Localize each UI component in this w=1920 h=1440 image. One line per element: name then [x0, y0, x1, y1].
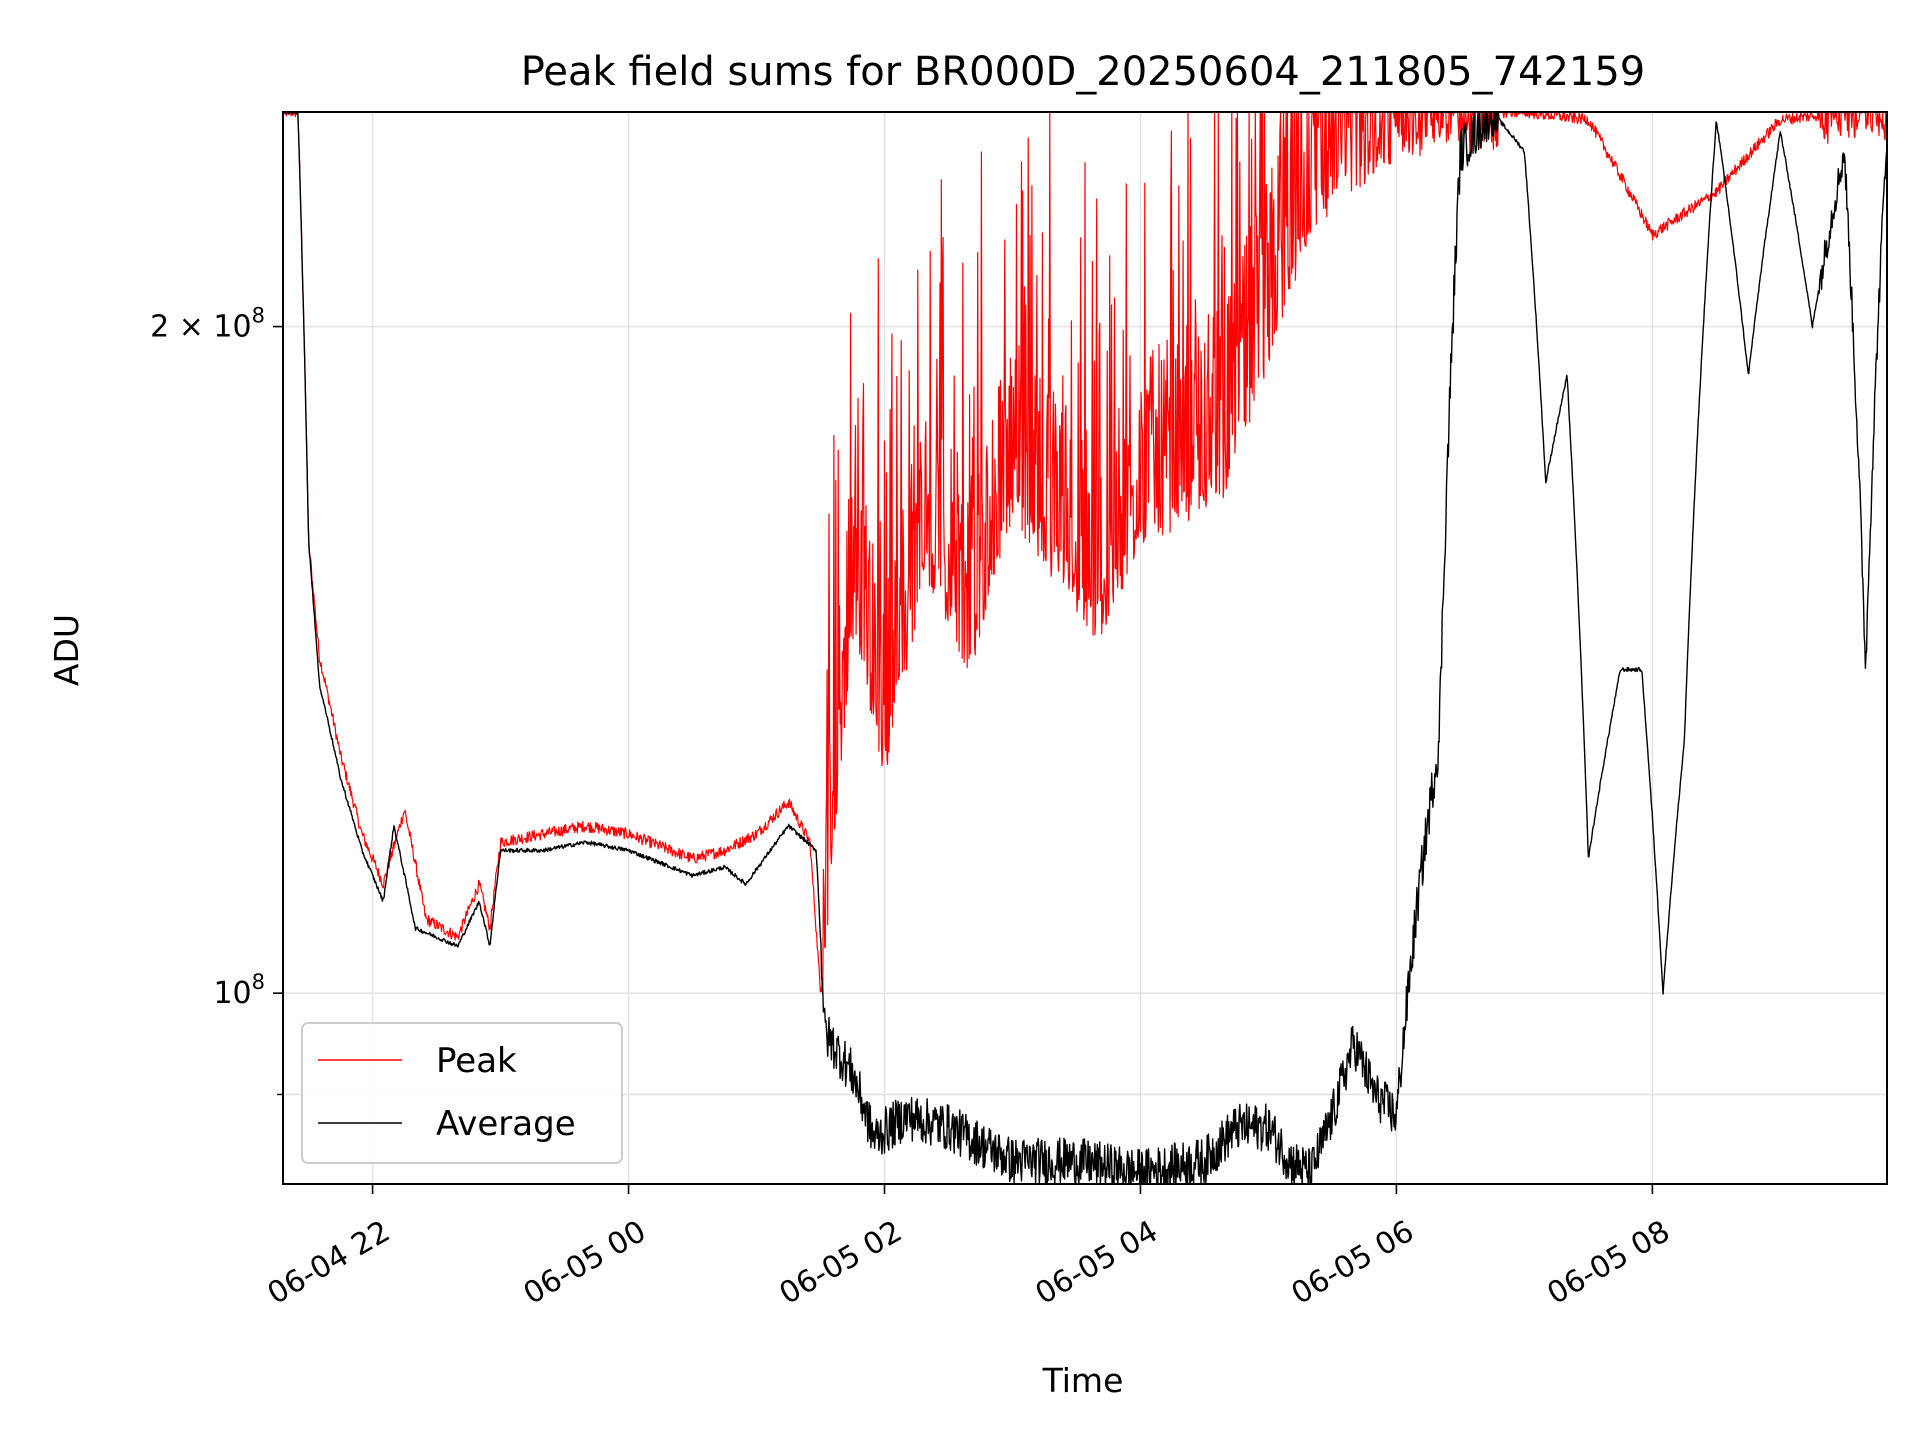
series-line-average: [283, 112, 1887, 1184]
y-tick-label: 2 × 108: [150, 304, 265, 345]
chart-title: Peak field sums for BR000D_20250604_2118…: [521, 49, 1646, 95]
x-axis-label: Time: [1042, 1361, 1124, 1400]
y-axis-label: ADU: [47, 614, 86, 686]
legend-label-average: Average: [436, 1104, 576, 1144]
legend-box: [301, 1022, 623, 1164]
legend: Peak Average: [301, 1022, 623, 1164]
plot-frame: [282, 111, 1888, 1185]
y-tick-label: 108: [213, 970, 265, 1011]
series-line-peak: [283, 112, 1887, 994]
legend-label-peak: Peak: [436, 1041, 517, 1081]
series-layer: [283, 112, 1887, 1184]
